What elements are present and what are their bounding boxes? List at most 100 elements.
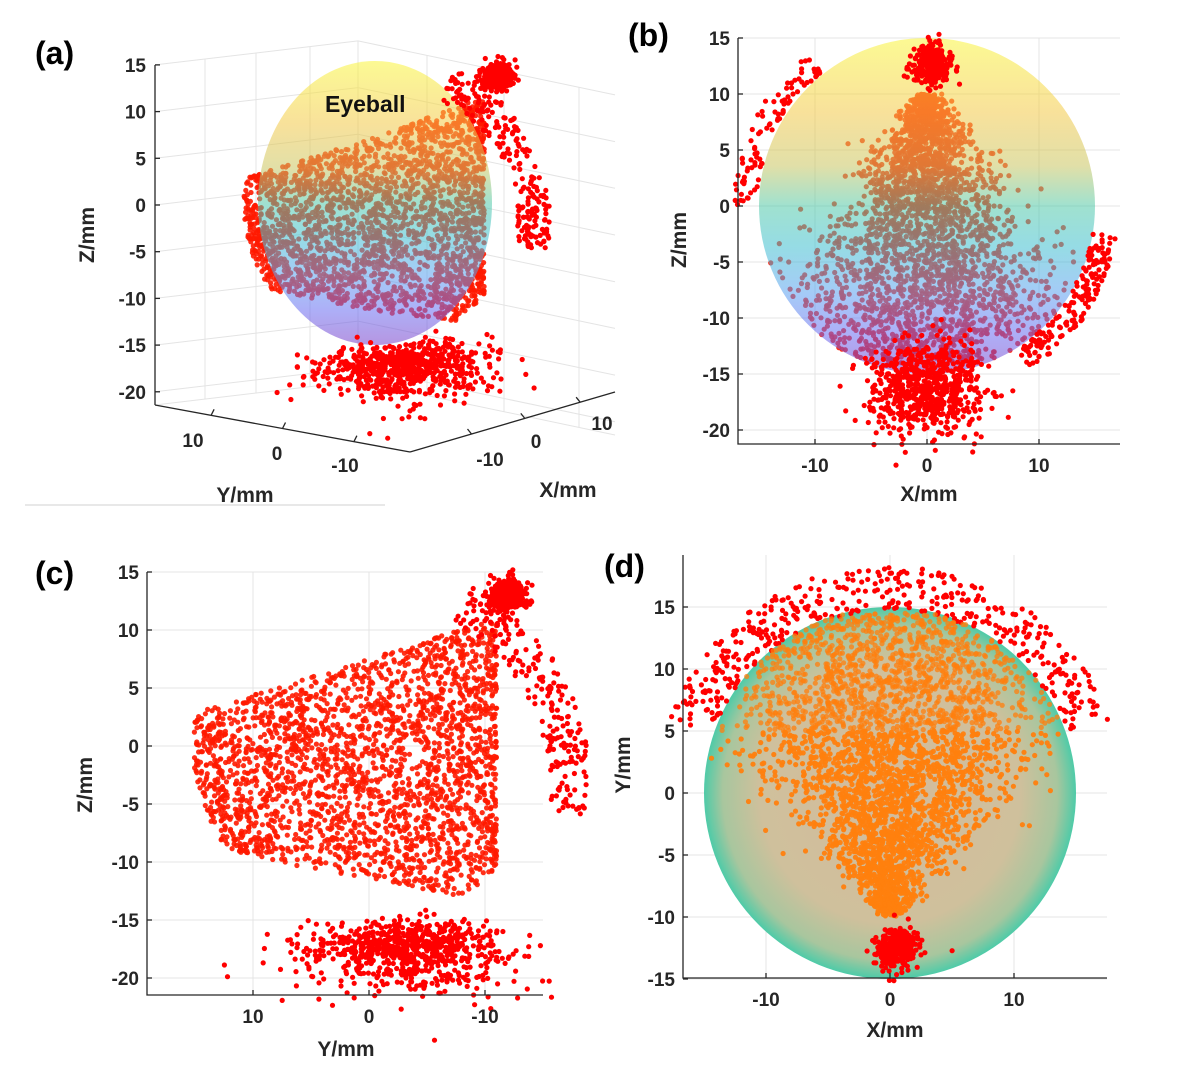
scatter-point — [432, 357, 438, 363]
scatter-point — [403, 342, 409, 348]
scatter-point — [383, 354, 389, 360]
scatter-point — [336, 374, 342, 380]
scatter-point — [254, 173, 260, 180]
scatter-point — [439, 357, 445, 363]
scatter-point — [490, 375, 497, 381]
scatter-point — [504, 71, 510, 77]
scatter-point — [370, 371, 376, 377]
scatter-point — [468, 370, 474, 376]
scatter-point — [531, 385, 537, 391]
scatter-point — [360, 361, 366, 367]
scatter-point — [483, 122, 489, 128]
scatter-point — [245, 232, 251, 238]
scatter-point — [506, 151, 513, 157]
scatter-point — [464, 110, 470, 117]
x-tick-label: 0 — [531, 432, 542, 453]
scatter-point — [468, 288, 475, 294]
scatter-point — [450, 96, 457, 102]
scatter-point — [500, 130, 506, 136]
scatter-point — [341, 377, 347, 383]
scatter-point — [404, 393, 410, 399]
y-tick-mark — [281, 422, 287, 429]
scatter-point — [425, 360, 431, 366]
scatter-point — [407, 381, 413, 387]
scatter-point — [395, 403, 401, 409]
scatter-point — [512, 127, 518, 133]
scatter-point — [247, 198, 253, 204]
scatter-point — [463, 391, 469, 397]
scatter-point — [442, 348, 448, 354]
scatter-point — [326, 381, 332, 387]
scatter-point — [411, 345, 417, 351]
scatter-point — [325, 375, 331, 381]
scatter-point — [531, 175, 537, 181]
scatter-point — [482, 77, 488, 83]
scatter-point — [480, 65, 486, 72]
scatter-point — [358, 342, 364, 348]
scatter-point — [294, 352, 300, 358]
scatter-point — [450, 336, 456, 343]
scatter-point — [493, 62, 499, 68]
scatter-point — [498, 100, 504, 106]
scatter-point — [461, 400, 467, 406]
scatter-point — [510, 117, 516, 123]
scatter-point — [371, 390, 377, 396]
scatter-point — [243, 215, 249, 221]
scatter-point — [530, 233, 536, 239]
scatter-point — [515, 213, 521, 219]
z-tick-label: -5 — [129, 243, 146, 264]
scatter-point — [385, 435, 391, 441]
panel-label-b: (b) — [628, 17, 669, 53]
scatter-point — [349, 346, 355, 352]
scatter-point — [243, 187, 249, 193]
scatter-point — [404, 358, 410, 364]
scatter-point — [337, 386, 343, 392]
scatter-point — [489, 109, 495, 115]
scatter-point — [356, 349, 362, 355]
scatter-point — [379, 395, 386, 401]
scatter-point — [482, 93, 488, 99]
scatter-point — [497, 347, 503, 353]
scatter-point — [248, 189, 254, 196]
scatter-point — [534, 207, 540, 213]
scatter-point — [537, 232, 543, 238]
scatter-point — [468, 365, 475, 371]
scatter-point — [388, 396, 394, 402]
scatter-point — [407, 408, 413, 414]
scatter-point — [354, 334, 360, 340]
scatter-point — [528, 242, 534, 248]
scatter-point — [268, 280, 274, 286]
scatter-point — [396, 344, 403, 350]
scatter-point — [437, 381, 443, 387]
scatter-point — [542, 245, 548, 251]
scatter-point — [373, 395, 379, 401]
scatter-point — [410, 361, 416, 367]
scatter-point — [427, 387, 433, 393]
scatter-point — [503, 66, 509, 73]
scatter-point — [401, 382, 407, 388]
scatter-point — [495, 53, 501, 60]
scatter-point — [397, 357, 403, 363]
x-tick-label: 10 — [591, 414, 612, 435]
scatter-point — [517, 166, 523, 172]
scatter-point — [316, 383, 322, 389]
z-tick-label: 0 — [135, 196, 146, 217]
scatter-point — [437, 402, 444, 408]
y-tick-mark — [210, 409, 215, 416]
z-tick-label: 15 — [125, 56, 147, 77]
scatter-point — [454, 99, 461, 105]
scatter-point — [516, 208, 522, 214]
scatter-point — [404, 388, 410, 394]
scatter-point — [496, 356, 502, 362]
scatter-point — [480, 275, 486, 281]
scatter-point — [454, 89, 460, 95]
scatter-point — [456, 71, 462, 77]
scatter-point — [520, 204, 526, 210]
scatter-point — [512, 181, 519, 187]
scatter-point — [519, 176, 525, 182]
scatter-point — [248, 215, 254, 221]
scatter-point — [454, 312, 460, 318]
scatter-point — [511, 165, 517, 171]
scatter-point — [389, 369, 395, 375]
